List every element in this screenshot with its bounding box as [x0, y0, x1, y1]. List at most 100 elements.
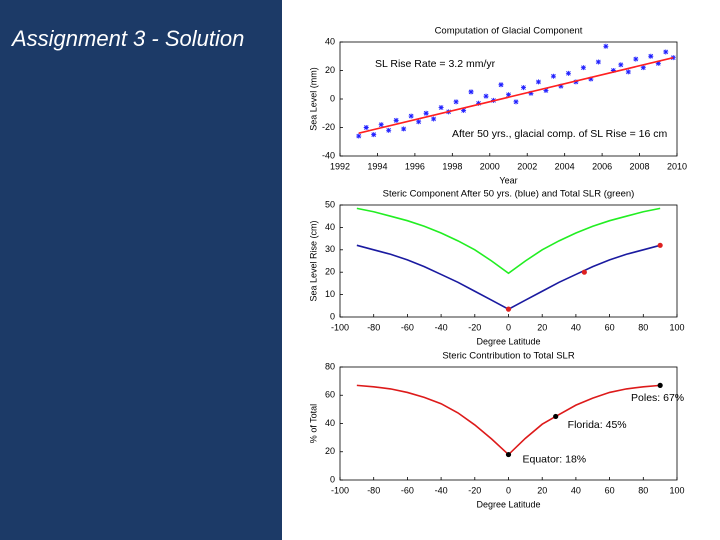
- data-point: [468, 89, 474, 95]
- data-point: [431, 116, 437, 122]
- y-tick-label: 0: [330, 474, 335, 484]
- y-tick-label: 30: [325, 244, 335, 254]
- x-tick-label: 1998: [442, 161, 462, 171]
- data-point: [363, 125, 369, 130]
- data-point: [438, 105, 444, 111]
- data-point: [588, 76, 594, 82]
- x-tick-label: -20: [468, 485, 481, 495]
- data-point: [505, 306, 512, 312]
- plot-area: [339, 41, 678, 157]
- x-tick-label: 2010: [667, 161, 687, 171]
- x-tick-label: -100: [331, 322, 349, 332]
- annotation: After 50 yrs., glacial comp. of SL Rise …: [452, 128, 667, 140]
- chart-title: Steric Contribution to Total SLR: [442, 351, 575, 362]
- chart-title: Steric Component After 50 yrs. (blue) an…: [383, 189, 635, 200]
- data-point: [633, 56, 639, 62]
- value-label: Poles: 67%: [631, 392, 684, 404]
- x-tick-label: 1994: [367, 161, 387, 171]
- y-tick-label: 60: [325, 390, 335, 400]
- y-tick-label: 20: [325, 65, 335, 75]
- x-tick-label: 2006: [592, 161, 612, 171]
- data-point: [553, 413, 559, 420]
- data-point: [505, 451, 512, 458]
- y-tick-label: 40: [325, 222, 335, 232]
- y-tick-label: 0: [330, 93, 335, 103]
- data-point: [513, 99, 519, 105]
- value-label: Equator: 18%: [523, 453, 587, 465]
- x-tick-label: -80: [367, 485, 380, 495]
- data-point: [581, 269, 587, 275]
- data-point: [423, 110, 429, 116]
- x-tick-label: 60: [605, 485, 615, 495]
- annotation: SL Rise Rate = 3.2 mm/yr: [375, 58, 496, 70]
- data-point: [558, 83, 564, 89]
- plot-area: [339, 204, 678, 318]
- data-point: [520, 85, 526, 91]
- data-point: [476, 100, 482, 106]
- x-axis-label: Degree Latitude: [476, 336, 540, 346]
- x-tick-label: 40: [571, 485, 581, 495]
- data-point: [663, 49, 669, 55]
- y-tick-label: 80: [325, 361, 335, 371]
- data-point: [618, 62, 624, 68]
- data-point: [393, 117, 399, 123]
- x-tick-label: -100: [331, 485, 349, 495]
- x-tick-label: 2000: [480, 161, 500, 171]
- x-tick-label: 40: [571, 322, 581, 332]
- data-point: [498, 82, 504, 88]
- y-axis-label: Sea Level (mm): [308, 67, 318, 131]
- data-point: [453, 99, 459, 105]
- data-point: [461, 107, 467, 113]
- x-tick-label: 60: [605, 322, 615, 332]
- x-tick-label: -60: [401, 485, 414, 495]
- x-tick-label: -20: [468, 322, 481, 332]
- x-tick-label: 80: [638, 322, 648, 332]
- plot-area: [339, 366, 678, 481]
- data-point: [386, 127, 392, 133]
- y-tick-label: 50: [325, 199, 335, 209]
- x-tick-label: 1996: [405, 161, 425, 171]
- data-point: [657, 242, 663, 248]
- x-axis-label: Degree Latitude: [476, 499, 540, 509]
- data-point: [603, 43, 609, 49]
- data-point: [543, 87, 549, 93]
- y-tick-label: 10: [325, 289, 335, 299]
- y-tick-label: 20: [325, 446, 335, 456]
- x-tick-label: -80: [367, 322, 380, 332]
- data-point: [670, 55, 676, 61]
- data-point: [483, 93, 489, 99]
- data-point: [550, 73, 556, 79]
- data-point: [648, 53, 654, 59]
- side-panel: [0, 0, 282, 540]
- y-tick-label: 40: [325, 418, 335, 428]
- x-tick-label: 2002: [517, 161, 537, 171]
- value-label: Florida: 45%: [568, 419, 627, 431]
- x-tick-label: 100: [669, 322, 684, 332]
- x-tick-label: -40: [435, 322, 448, 332]
- x-axis-label: Year: [499, 175, 517, 185]
- data-point: [416, 119, 422, 125]
- data-point: [595, 59, 601, 65]
- y-tick-label: -40: [322, 150, 335, 160]
- x-tick-label: 20: [537, 485, 547, 495]
- x-tick-label: 0: [506, 322, 511, 332]
- data-point: [408, 113, 414, 119]
- data-point: [371, 132, 377, 138]
- chart-title: Computation of Glacial Component: [435, 26, 583, 37]
- y-axis-label: % of Total: [308, 404, 318, 443]
- data-point: [580, 65, 586, 71]
- data-point: [528, 90, 534, 96]
- x-tick-label: 2008: [630, 161, 650, 171]
- x-tick-label: 80: [638, 485, 648, 495]
- data-point: [565, 70, 571, 76]
- data-point: [378, 122, 384, 128]
- x-tick-label: 100: [669, 485, 684, 495]
- y-tick-label: -20: [322, 122, 335, 132]
- data-point: [401, 126, 407, 132]
- line: [358, 56, 674, 134]
- x-tick-label: -60: [401, 322, 414, 332]
- data-point: [356, 133, 362, 139]
- data-point: [625, 69, 631, 75]
